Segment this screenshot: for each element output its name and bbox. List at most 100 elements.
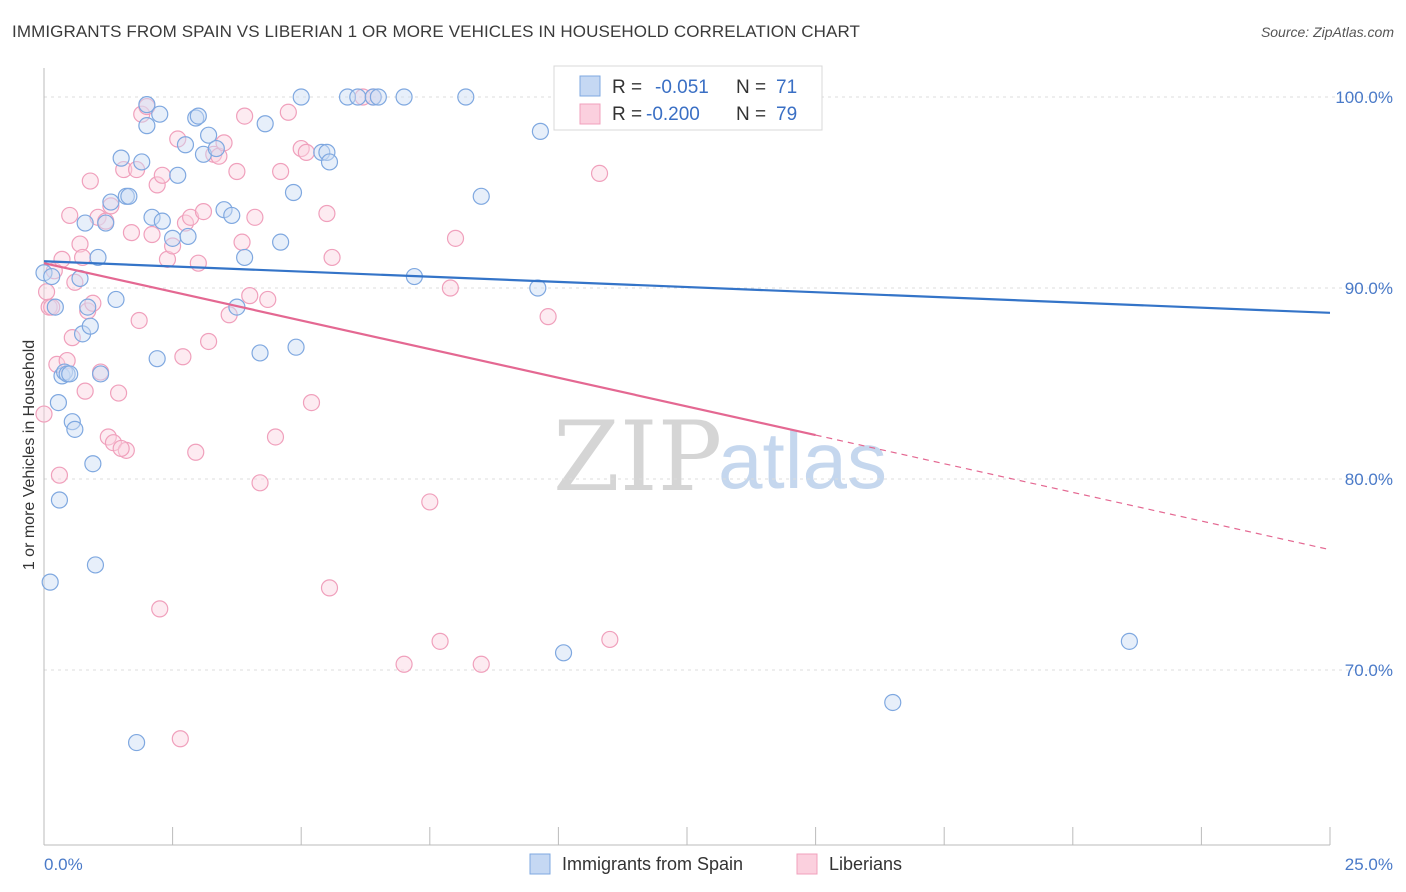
spain-point [46, 298, 64, 316]
legend-r-value-spain: -0.051 [655, 77, 709, 98]
spain-point [884, 693, 902, 712]
spain-point [120, 187, 138, 205]
spain-point [554, 644, 573, 662]
liberian-point [50, 466, 69, 484]
spain-point [287, 338, 305, 356]
spain-trend-line [43, 260, 1331, 314]
liberian-point [266, 428, 285, 446]
spain-point [102, 193, 120, 211]
legend-n-value-liberian: 79 [776, 104, 797, 125]
legend-r-label-spain: R = [612, 77, 642, 98]
y-tick-labels: 100.0% 90.0% 80.0% 70.0% [1335, 88, 1393, 680]
liberian-point [151, 600, 169, 618]
spain-point [318, 143, 336, 161]
x-tick-labels: 0.0% 25.0% [44, 855, 1393, 874]
spain-point [236, 248, 254, 267]
liberian-point [246, 208, 264, 226]
spain-point [76, 214, 94, 232]
stats-legend: R = -0.051 N = 71 R = -0.200 N = 79 [553, 65, 823, 131]
spain-point [138, 117, 156, 135]
legend-r-value-liberian: -0.200 [646, 104, 700, 125]
series-legend: Immigrants from Spain Liberians [529, 853, 902, 875]
spain-point [529, 279, 547, 297]
spain-point [472, 187, 490, 205]
legend-swatch-liberian [579, 103, 601, 125]
legend-swatch-spain [579, 75, 601, 97]
spain-point [256, 115, 274, 133]
spain-point [200, 126, 218, 144]
spain-point [43, 267, 61, 286]
liberian-point [601, 630, 619, 649]
spain-point [164, 229, 182, 247]
liberian-point [61, 206, 79, 225]
spain-point [133, 153, 151, 171]
spain-point [349, 88, 367, 106]
trend-lines [43, 260, 1331, 551]
spain-point [143, 208, 161, 226]
spain-point [79, 298, 97, 316]
spain-point [86, 556, 105, 574]
spain-point [148, 350, 166, 368]
liberian-point [446, 229, 465, 247]
spain-point [320, 153, 339, 171]
liberian-point [143, 225, 161, 244]
spain-point [369, 88, 387, 106]
liberian-point [228, 162, 246, 181]
series-label-liberian: Liberians [829, 854, 902, 874]
spain-point [292, 88, 310, 106]
liberian-point [590, 164, 609, 182]
liberian-point [35, 405, 53, 423]
spain-point [151, 105, 169, 123]
liberian-point [539, 308, 557, 326]
spain-point [179, 227, 197, 246]
liberian-points [35, 88, 619, 748]
liberian-point [251, 474, 269, 492]
spain-point [138, 96, 156, 114]
liberian-point [323, 248, 341, 267]
liberian-point [153, 166, 171, 184]
liberian-point [71, 235, 89, 253]
legend-n-label-spain: N = [736, 77, 766, 98]
liberian-point [236, 107, 254, 125]
legend-n-value-spain: 71 [776, 77, 797, 98]
y-tick-label: 70.0% [1345, 661, 1393, 680]
spain-point [61, 365, 79, 383]
y-axis-label: 1 or more Vehicles in Household [21, 340, 38, 570]
spain-point [66, 420, 84, 438]
liberian-point [318, 204, 336, 223]
spain-point [207, 139, 225, 158]
liberian-point [200, 332, 218, 351]
liberian-trend-extension [815, 434, 1331, 551]
spain-point [187, 109, 205, 127]
series-label-spain: Immigrants from Spain [562, 854, 743, 874]
liberian-trend-line [43, 262, 816, 437]
liberian-point [279, 103, 297, 121]
spain-point [35, 264, 53, 282]
axes [43, 68, 1331, 846]
liberian-point [421, 493, 439, 511]
liberian-point [148, 176, 166, 194]
chart-title: IMMIGRANTS FROM SPAIN VS LIBERIAN 1 OR M… [12, 22, 861, 41]
spain-point [284, 183, 303, 202]
spain-point [50, 491, 69, 509]
liberian-point [174, 348, 192, 366]
spain-point [1120, 632, 1138, 650]
spain-point [107, 290, 125, 309]
watermark-atlas: atlas [718, 416, 887, 505]
liberian-point [109, 384, 128, 402]
series-swatch-spain [529, 853, 551, 875]
liberian-point [63, 329, 81, 347]
spain-point [112, 149, 130, 167]
y-tick-label: 80.0% [1345, 470, 1393, 489]
spain-point [272, 233, 290, 251]
spain-point [97, 214, 115, 232]
liberian-point [472, 655, 490, 673]
spain-point [457, 88, 475, 106]
liberian-point [395, 655, 413, 673]
spain-point [176, 136, 195, 154]
spain-point [84, 455, 102, 473]
liberian-point [272, 162, 290, 181]
spain-point [91, 365, 110, 383]
liberian-point [37, 283, 56, 301]
